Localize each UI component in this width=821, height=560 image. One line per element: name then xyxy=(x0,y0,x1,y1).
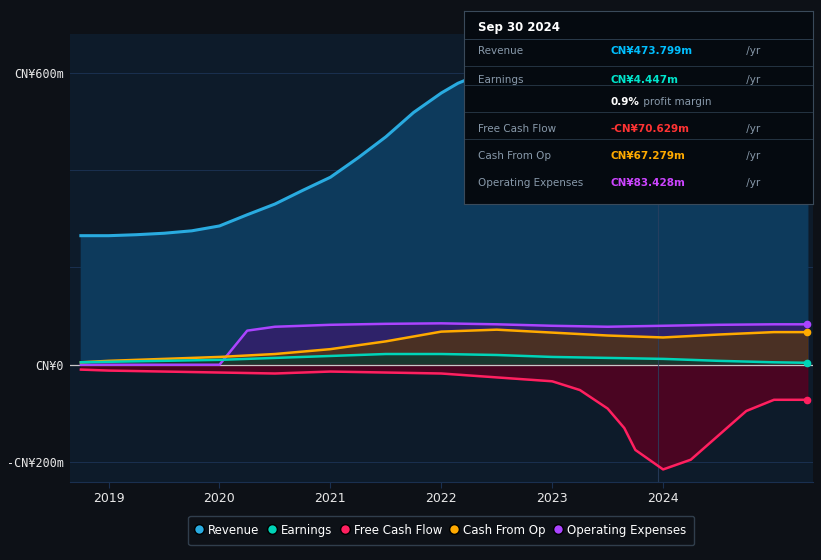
Text: Sep 30 2024: Sep 30 2024 xyxy=(478,21,560,34)
Text: Earnings: Earnings xyxy=(478,75,523,85)
Text: /yr: /yr xyxy=(743,151,760,161)
Text: /yr: /yr xyxy=(743,75,760,85)
Text: Cash From Op: Cash From Op xyxy=(478,151,551,161)
Text: Free Cash Flow: Free Cash Flow xyxy=(478,124,556,134)
Text: CN¥4.447m: CN¥4.447m xyxy=(610,75,678,85)
Text: /yr: /yr xyxy=(743,178,760,188)
Text: /yr: /yr xyxy=(743,46,760,56)
Text: profit margin: profit margin xyxy=(640,97,712,107)
Text: -CN¥70.629m: -CN¥70.629m xyxy=(610,124,690,134)
Text: CN¥473.799m: CN¥473.799m xyxy=(610,46,693,56)
Text: CN¥83.428m: CN¥83.428m xyxy=(610,178,686,188)
Text: CN¥67.279m: CN¥67.279m xyxy=(610,151,686,161)
Text: /yr: /yr xyxy=(743,124,760,134)
Text: Revenue: Revenue xyxy=(478,46,523,56)
Text: Operating Expenses: Operating Expenses xyxy=(478,178,583,188)
Legend: Revenue, Earnings, Free Cash Flow, Cash From Op, Operating Expenses: Revenue, Earnings, Free Cash Flow, Cash … xyxy=(188,516,695,545)
Text: 0.9%: 0.9% xyxy=(610,97,640,107)
